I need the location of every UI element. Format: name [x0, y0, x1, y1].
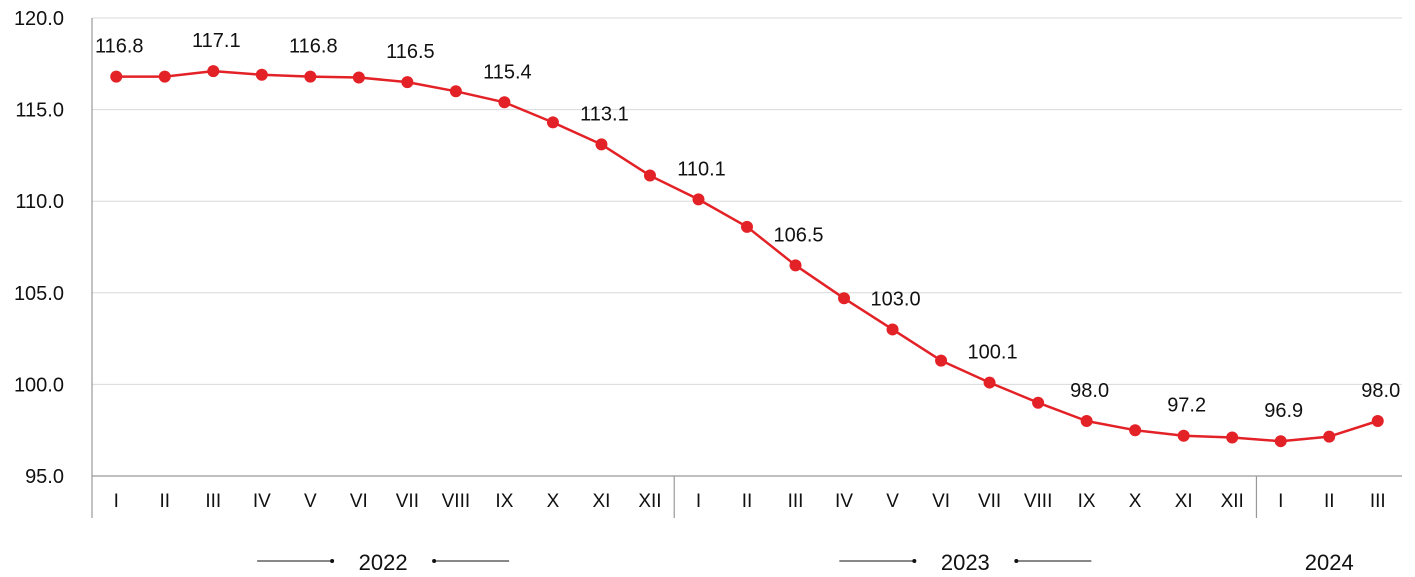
- x-tick-label: X: [1129, 491, 1142, 512]
- x-tick-label: X: [547, 491, 560, 512]
- data-point: [110, 70, 123, 83]
- data-label: 116.5: [386, 41, 435, 63]
- series-line: [116, 69, 1379, 443]
- data-label: 115.4: [483, 61, 532, 83]
- data-point: [401, 76, 414, 89]
- x-tick-label: II: [159, 491, 170, 512]
- year-label: 2022: [359, 550, 408, 575]
- data-label: 116.8: [289, 36, 338, 58]
- data-label: 116.8: [95, 36, 144, 58]
- data-point: [255, 68, 268, 81]
- x-tick-label: VI: [350, 491, 368, 512]
- data-point: [546, 116, 559, 129]
- data-point: [886, 323, 899, 336]
- x-tick-label: III: [788, 491, 804, 512]
- data-label: 117.1: [192, 30, 241, 52]
- data-point: [304, 70, 317, 83]
- data-label: 106.5: [773, 224, 823, 246]
- y-tick-label: 120.0: [14, 8, 64, 30]
- data-point: [158, 70, 171, 83]
- year-label: 2024: [1305, 550, 1354, 575]
- data-point: [789, 259, 802, 272]
- data-point: [741, 220, 753, 233]
- x-tick-label: VII: [978, 491, 1001, 512]
- x-tick-label: XII: [1221, 491, 1244, 512]
- year-groups: 2022 2023 2024: [257, 550, 1354, 575]
- x-tick-label: I: [696, 491, 701, 512]
- x-tick-label: IV: [253, 491, 271, 512]
- data-point: [498, 96, 511, 109]
- data-label: 113.1: [580, 103, 629, 125]
- data-point: [1371, 415, 1384, 428]
- data-point: [1274, 435, 1287, 448]
- data-point: [643, 169, 656, 182]
- year-bracket-dot-right: [432, 559, 437, 563]
- data-point: [449, 85, 462, 98]
- x-tick-label: IX: [1078, 491, 1096, 512]
- data-point: [935, 354, 948, 367]
- data-label: 96.9: [1264, 400, 1303, 422]
- gridlines: [92, 17, 1402, 385]
- data-point: [1177, 429, 1190, 442]
- y-tick-label: 95.0: [25, 466, 64, 488]
- axes: [91, 18, 1402, 518]
- data-label: 98.0: [1361, 380, 1400, 402]
- data-point: [352, 71, 365, 84]
- data-points: [110, 65, 1384, 448]
- x-tick-label: IX: [495, 491, 513, 512]
- data-label: 103.0: [871, 288, 921, 310]
- x-tick-label: IV: [835, 491, 853, 512]
- y-axis-ticks: 95.0 100.0 105.0 110.0 115.0 120.0: [14, 8, 64, 488]
- x-tick-label: XII: [638, 491, 661, 512]
- x-tick-label: II: [1324, 491, 1335, 512]
- year-label: 2023: [941, 550, 990, 575]
- y-tick-label: 115.0: [15, 100, 64, 122]
- x-tick-label: I: [114, 491, 119, 512]
- x-tick-label: III: [205, 491, 221, 512]
- year-bracket-dot-left: [912, 559, 917, 563]
- data-label: 97.2: [1167, 395, 1206, 417]
- x-tick-label: VIII: [442, 491, 471, 512]
- x-tick-label: I: [1278, 491, 1283, 512]
- data-point: [692, 193, 705, 206]
- year-bracket-dot-left: [330, 559, 335, 563]
- x-axis-ticks: I II III IV V VI VII VIII IX X XI XII I II III IV V VI VII…: [114, 491, 1386, 512]
- data-point: [1080, 415, 1093, 428]
- data-point: [838, 292, 851, 305]
- data-point: [983, 376, 996, 389]
- y-tick-label: 110.0: [15, 191, 64, 213]
- data-point: [1323, 430, 1336, 443]
- data-label: 110.1: [677, 158, 726, 180]
- data-label: 98.0: [1070, 380, 1109, 402]
- data-point: [1129, 424, 1142, 437]
- data-point: [595, 138, 608, 151]
- x-tick-label: XI: [592, 491, 610, 512]
- data-point: [1032, 396, 1045, 409]
- data-point: [207, 65, 220, 78]
- x-tick-label: VIII: [1024, 491, 1053, 512]
- data-labels: 116.8 117.1 116.8 116.5 115.4 113.1 110.1 106.5…: [95, 30, 1400, 422]
- x-tick-label: VII: [396, 491, 419, 512]
- y-tick-label: 105.0: [14, 283, 64, 305]
- x-tick-label: III: [1370, 491, 1386, 512]
- x-tick-label: XI: [1175, 491, 1193, 512]
- year-bracket-dot-right: [1014, 559, 1019, 563]
- x-tick-label: V: [886, 491, 899, 512]
- x-tick-label: II: [742, 491, 753, 512]
- data-label: 100.1: [968, 342, 1018, 364]
- x-tick-label: VI: [932, 491, 950, 512]
- y-tick-label: 100.0: [14, 374, 64, 396]
- data-point: [1226, 431, 1239, 444]
- x-tick-label: V: [304, 491, 317, 512]
- series: [116, 69, 1379, 443]
